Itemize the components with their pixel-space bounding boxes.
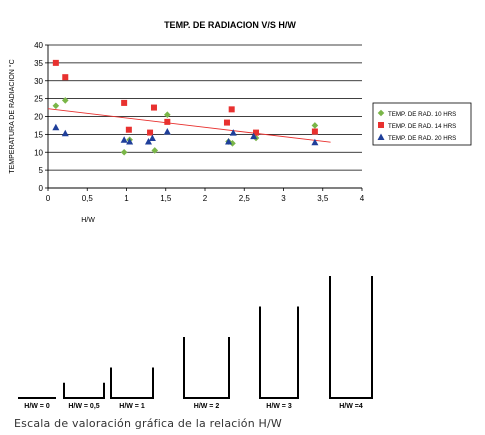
data-point-square: [121, 99, 128, 106]
hw-scale-label: H/W = 0,5: [68, 403, 100, 410]
legend-entry: TEMP. DE RAD. 14 HRS: [388, 123, 456, 130]
hw-profile: [183, 337, 230, 399]
y-tick-label: 15: [34, 130, 43, 139]
x-tick-label: 0,5: [82, 194, 94, 203]
data-point-diamond: [151, 147, 159, 154]
legend: TEMP. DE RAD. 10 HRS TEMP. DE RAD. 14 HRS…: [372, 102, 472, 146]
x-tick-label: 1,5: [160, 194, 172, 203]
legend-entry: TEMP. DE RAD. 10 HRS: [388, 111, 456, 118]
data-point-square: [125, 126, 132, 133]
hw-scale-label: H/W = 0: [24, 403, 50, 410]
data-point-diamond: [311, 122, 319, 129]
data-point-square: [253, 129, 260, 136]
scale-caption: Escala de valoración gráfica de la relac…: [14, 417, 283, 430]
data-point-triangle: [225, 138, 233, 145]
data-point-square: [311, 128, 318, 135]
data-point-square: [164, 118, 171, 125]
data-point-triangle: [126, 138, 134, 145]
x-axis-label: H/W: [81, 217, 95, 224]
legend-box: [372, 102, 472, 146]
x-tick-label: 2,5: [239, 194, 251, 203]
data-point-triangle: [229, 129, 237, 136]
data-point-triangle: [148, 134, 156, 141]
legend-marker: [377, 133, 385, 140]
y-tick-label: 25: [34, 95, 43, 104]
hw-profile: [63, 382, 105, 399]
hw-scale-diagram: [18, 276, 373, 399]
data-point-square: [147, 129, 154, 136]
x-tick-label: 4: [360, 194, 365, 203]
hw-scale-label: H/W = 3: [266, 403, 292, 410]
y-tick-label: 0: [39, 184, 44, 193]
x-tick-label: 1: [124, 194, 129, 203]
chart: TEMP. DE RADIACION V/S H/W05101520253035…: [8, 20, 472, 224]
data-point-diamond: [52, 102, 60, 110]
legend-entry: TEMP. DE RAD. 20 HRS: [388, 135, 456, 142]
hw-profile: [110, 367, 154, 399]
data-point-triangle: [144, 138, 152, 145]
data-point-diamond: [229, 140, 236, 147]
data-point-square: [52, 59, 59, 66]
y-tick-label: 40: [34, 41, 43, 50]
hw-profile: [329, 276, 373, 399]
data-point-diamond: [61, 97, 69, 104]
y-tick-label: 10: [34, 148, 43, 157]
legend-marker: [378, 122, 384, 128]
hw-scale-label: H/W = 2: [193, 403, 220, 410]
y-tick-label: 20: [34, 113, 43, 122]
legend-marker: [377, 109, 385, 117]
data-point-square: [62, 74, 69, 81]
data-point-triangle: [52, 123, 60, 131]
x-tick-label: 0: [46, 194, 51, 203]
y-tick-label: 30: [34, 77, 43, 86]
x-tick-label: 2: [203, 194, 208, 203]
y-tick-label: 5: [39, 166, 44, 175]
data-point-square: [228, 106, 235, 113]
y-axis-label: TEMPERATURA DE RADIACION °C: [8, 59, 16, 173]
x-tick-label: 3: [281, 194, 286, 203]
data-point-triangle: [311, 138, 319, 146]
y-tick-label: 35: [34, 59, 43, 68]
data-point-triangle: [250, 132, 258, 140]
data-point-diamond: [120, 148, 128, 156]
data-point-square: [223, 119, 230, 126]
hw-scale-label: H/W = 1: [119, 403, 145, 410]
data-point-triangle: [120, 136, 128, 143]
data-point-triangle: [61, 129, 69, 137]
trendline: [47, 108, 331, 143]
chart-title: TEMP. DE RADIACION V/S H/W: [164, 20, 296, 30]
hw-scale-label: H/W =4: [339, 403, 363, 410]
hw-profile: [259, 306, 299, 399]
data-point-triangle: [163, 128, 171, 135]
data-point-square: [150, 104, 157, 111]
x-tick-label: 3,5: [317, 194, 329, 203]
data-point-diamond: [164, 111, 171, 119]
